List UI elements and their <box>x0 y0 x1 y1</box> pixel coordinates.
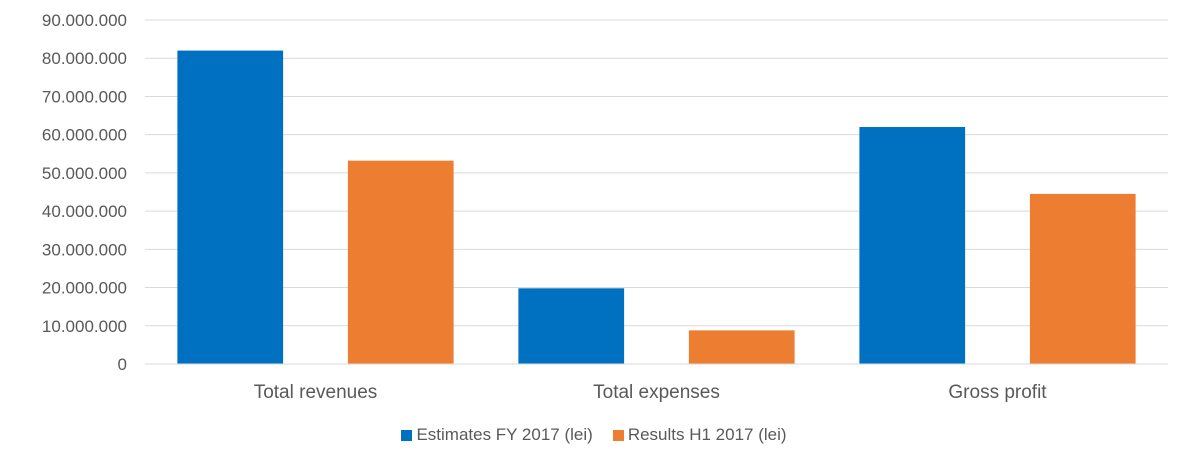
bars <box>177 50 1136 365</box>
y-tick-label: 50.000.000 <box>42 164 127 183</box>
gridlines <box>145 19 1168 327</box>
bar-results-2 <box>1029 193 1136 364</box>
legend-label-estimates: Estimates FY 2017 (lei) <box>416 425 593 444</box>
legend-item-results: Results H1 2017 (lei) <box>612 425 787 445</box>
y-tick-label: 70.000.000 <box>42 87 127 106</box>
y-tick-label: 30.000.000 <box>42 240 127 259</box>
y-tick-label: 40.000.000 <box>42 202 127 221</box>
y-axis-ticks: 0 10.000.000 20.000.000 30.000.000 40.000.00… <box>42 11 127 374</box>
x-category-label: Gross profit <box>948 382 1047 403</box>
bar-results-0 <box>347 160 454 364</box>
x-category-label: Total expenses <box>593 382 720 403</box>
x-category-label: Total revenues <box>254 382 378 403</box>
bar-estimates-2 <box>859 127 966 365</box>
bar-estimates-0 <box>177 50 284 364</box>
legend-swatch-estimates <box>401 429 413 441</box>
legend: Estimates FY 2017 (lei) Results H1 2017 … <box>0 425 1188 445</box>
bar-results-1 <box>688 330 795 364</box>
bar-estimates-1 <box>518 288 625 364</box>
legend-label-results: Results H1 2017 (lei) <box>627 425 787 444</box>
y-tick-label: 10.000.000 <box>42 317 127 336</box>
y-tick-label: 80.000.000 <box>42 49 127 68</box>
legend-item-estimates: Estimates FY 2017 (lei) <box>401 425 593 445</box>
bar-chart: 0 10.000.000 20.000.000 30.000.000 40.000.00… <box>42 11 1168 403</box>
y-tick-label: 60.000.000 <box>42 126 127 145</box>
y-tick-label: 90.000.000 <box>42 11 127 30</box>
y-tick-label: 20.000.000 <box>42 279 127 298</box>
y-tick-label: 0 <box>118 355 127 374</box>
x-axis-labels: Total revenues Total expenses Gross profit <box>254 382 1048 403</box>
legend-swatch-results <box>612 429 624 441</box>
